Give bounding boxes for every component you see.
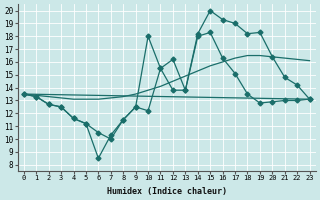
X-axis label: Humidex (Indice chaleur): Humidex (Indice chaleur): [107, 187, 227, 196]
